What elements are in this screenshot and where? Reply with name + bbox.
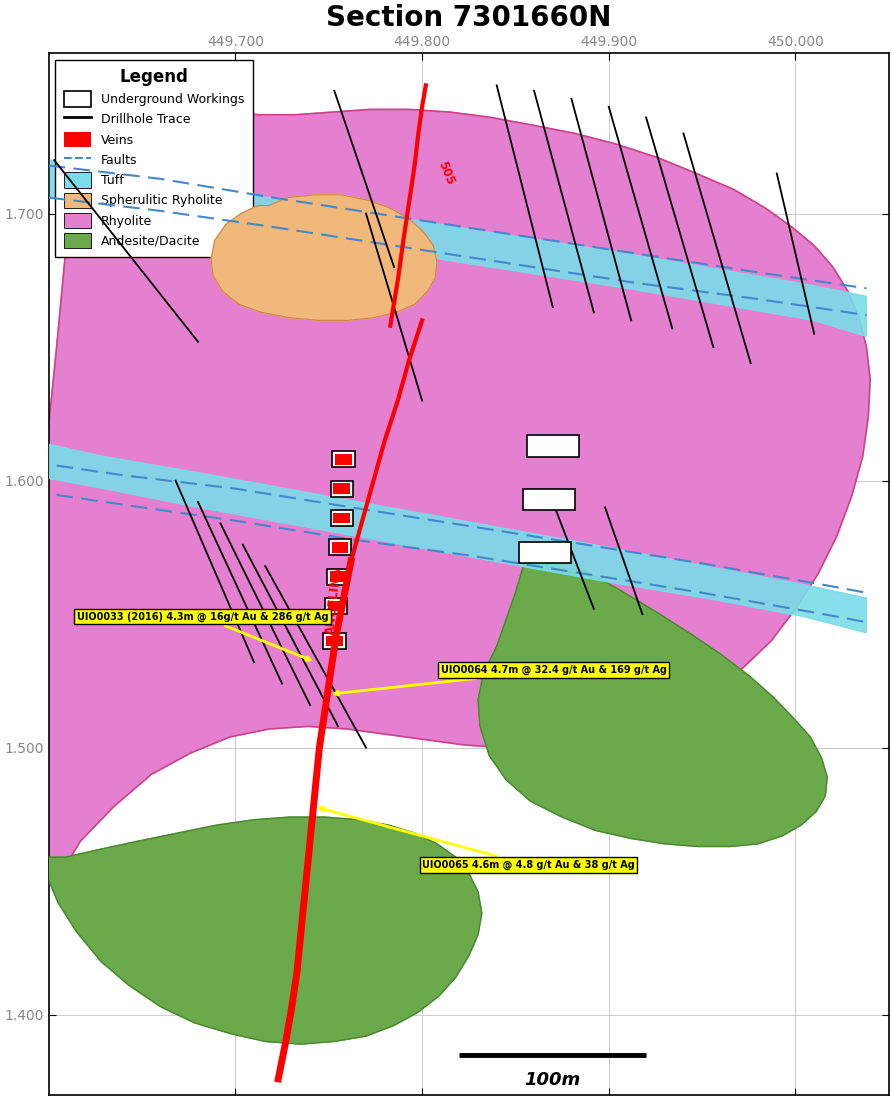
Bar — [326, 635, 343, 646]
Title: Section 7301660N: Section 7301660N — [326, 4, 612, 32]
Bar — [330, 571, 346, 582]
Bar — [523, 489, 575, 510]
Polygon shape — [51, 160, 866, 336]
Bar — [333, 512, 350, 523]
Bar — [335, 454, 352, 465]
Text: UIO0064 4.7m @ 32.4 g/t Au & 169 g/t Ag: UIO0064 4.7m @ 32.4 g/t Au & 169 g/t Ag — [335, 665, 667, 696]
Polygon shape — [478, 542, 827, 846]
Polygon shape — [32, 441, 866, 633]
Bar — [327, 569, 349, 585]
Bar — [330, 510, 353, 526]
Bar — [330, 480, 353, 497]
Bar — [325, 598, 347, 614]
Text: 505: 505 — [436, 159, 457, 188]
Bar — [332, 452, 355, 467]
Polygon shape — [30, 86, 870, 881]
Legend: Underground Workings, Drillhole Trace, Veins, Faults, Tuff, Spherulitic Ryholite: Underground Workings, Drillhole Trace, V… — [54, 59, 254, 257]
Text: ANGELINA: ANGELINA — [324, 566, 345, 635]
Bar — [527, 435, 579, 456]
Text: UIO0065 4.6m @ 4.8 g/t Au & 38 g/t Ag: UIO0065 4.6m @ 4.8 g/t Au & 38 g/t Ag — [320, 807, 635, 870]
Bar — [329, 540, 351, 555]
Text: UIO0033 (2016) 4.3m @ 16g/t Au & 286 g/t Ag: UIO0033 (2016) 4.3m @ 16g/t Au & 286 g/t… — [77, 611, 329, 660]
Text: 100m: 100m — [524, 1070, 580, 1089]
Bar — [333, 484, 350, 493]
Polygon shape — [0, 766, 482, 1044]
Bar — [519, 542, 572, 564]
Bar — [328, 601, 345, 611]
Polygon shape — [211, 195, 437, 321]
Bar — [331, 542, 348, 553]
Bar — [323, 633, 346, 648]
